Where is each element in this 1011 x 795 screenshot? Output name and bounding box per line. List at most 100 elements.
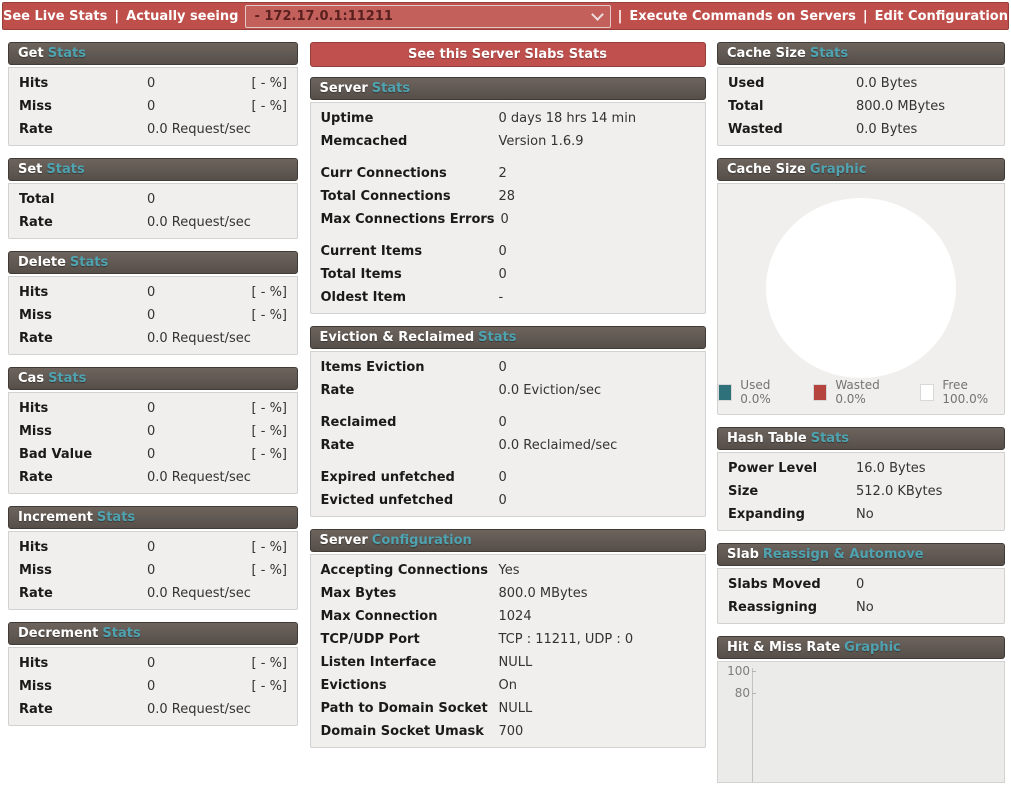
stat-label: Miss bbox=[19, 424, 52, 439]
panel-title-accent: Graphic bbox=[844, 640, 901, 655]
stat-label: Hits bbox=[19, 656, 49, 671]
stat-row: Oldest Item - bbox=[311, 286, 705, 309]
legend-label: Used 0.0% bbox=[740, 378, 771, 406]
panel-header: Eviction & Reclaimed Stats bbox=[309, 326, 706, 349]
pie-legend: Used 0.0% Wasted 0.0% Free 100.0% bbox=[718, 378, 1004, 406]
stat-row: Rate 0.0 Request/sec bbox=[9, 466, 297, 489]
stat-row: Slabs Moved 0 bbox=[718, 573, 1004, 596]
stat-value: 0.0 Bytes bbox=[856, 122, 918, 137]
panel-title: Eviction & Reclaimed bbox=[319, 330, 475, 345]
stat-value: 1024 bbox=[498, 609, 532, 624]
stat-row: Rate 0.0 Request/sec bbox=[9, 118, 297, 141]
panel-slab-reassign-automove: Slab Reassign & Automove Slabs Moved 0 Reass… bbox=[717, 543, 1005, 624]
y-axis-tick-mark bbox=[752, 692, 756, 694]
stat-value: 0 bbox=[147, 285, 156, 300]
panel-hash-table-stats: Hash Table Stats Power Level 16.0 Bytes Size… bbox=[717, 427, 1005, 531]
stat-value: 0 bbox=[147, 563, 156, 578]
main-content: Get Stats Hits 0[ - %] Miss 0[ - %] Rate 0.0 Re… bbox=[0, 42, 1011, 795]
stat-row: Items Eviction 0 bbox=[311, 356, 705, 379]
panel-header: Cache Size Graphic bbox=[717, 158, 1005, 181]
stat-row: Path to Domain Socket NULL bbox=[311, 697, 705, 720]
execute-commands-link[interactable]: Execute Commands on Servers bbox=[629, 8, 856, 24]
stat-value: 0 bbox=[500, 212, 509, 227]
stat-value: Version 1.6.9 bbox=[498, 134, 584, 149]
panel-get-stats: Get Stats Hits 0 [ - %] Miss 0 [ - %] Rate 0.0 Re… bbox=[8, 42, 298, 146]
stat-value: 0 bbox=[498, 267, 507, 282]
stat-value: 0 bbox=[856, 577, 865, 592]
panel-server-configuration: Server Configuration Accepting Connections… bbox=[309, 529, 706, 748]
legend-swatch bbox=[718, 383, 733, 401]
panel-title: Delete bbox=[18, 255, 66, 270]
panel-title-accent: Reassign & Automove bbox=[762, 547, 924, 562]
chevron-down-icon bbox=[590, 7, 604, 21]
stat-percent: [ - %] bbox=[251, 679, 287, 694]
stat-percent: [ - %] bbox=[251, 540, 287, 555]
panel-title: Get bbox=[18, 46, 44, 61]
stat-value: NULL bbox=[498, 701, 533, 716]
panel-body: Hits 0 [ - %] Miss 0 [ - %] Rate 0.0 Request/se… bbox=[8, 531, 298, 610]
stat-row: Evicted unfetched 0 bbox=[311, 489, 705, 512]
separator: | bbox=[862, 8, 868, 24]
stat-value: 800.0 MBytes bbox=[498, 586, 588, 601]
separator: | bbox=[114, 8, 120, 24]
stat-value: 0 bbox=[147, 308, 156, 323]
legend-item: Free 100.0% bbox=[920, 378, 1004, 406]
stat-label: Hits bbox=[19, 76, 49, 91]
panel-title-accent: Stats bbox=[810, 431, 850, 446]
stat-label: Max Bytes bbox=[320, 586, 397, 601]
stat-row: Rate 0.0 Request/sec bbox=[9, 582, 297, 605]
stat-row: Total Connections 28 bbox=[311, 185, 705, 208]
stat-label: Used bbox=[728, 76, 765, 91]
stat-percent: [ - %] bbox=[251, 424, 287, 439]
stat-percent: [ - %] bbox=[251, 76, 287, 91]
stat-row: Bad Value 0 [ - %] bbox=[9, 443, 297, 466]
see-server-slabs-stats-button[interactable]: See this Server Slabs Stats bbox=[309, 42, 706, 67]
stat-value: NULL bbox=[498, 655, 533, 670]
pie-chart-panel-body: Used 0.0% Wasted 0.0% Free 100.0% bbox=[717, 183, 1005, 415]
stat-label: Miss bbox=[19, 679, 52, 694]
panel-title-accent: Stats bbox=[46, 162, 85, 177]
stat-row: Miss 0 [ - %] bbox=[9, 559, 297, 582]
panel-set-stats: Set Stats Total 0 Rate 0.0 Request/sec bbox=[8, 158, 298, 239]
stat-label: Listen Interface bbox=[320, 655, 437, 670]
panel-title-accent: Configuration bbox=[371, 533, 472, 548]
stat-label: Rate bbox=[19, 586, 53, 601]
server-select-dropdown[interactable]: - 172.17.0.1:11211 bbox=[245, 4, 611, 28]
panel-title: Server bbox=[319, 81, 368, 96]
panel-body: Used 0.0 Bytes Total 800.0 MBytes Wasted 0.0 … bbox=[717, 67, 1005, 146]
panel-title-accent: Stats bbox=[47, 46, 87, 61]
panel-title: Cache Size bbox=[727, 46, 806, 61]
stat-row: Max Connection 1024 bbox=[311, 605, 705, 628]
stat-value: On bbox=[498, 678, 517, 693]
stat-label: Expanding bbox=[728, 507, 805, 522]
panel-title: Decrement bbox=[18, 626, 99, 641]
stat-row: Memcached Version 1.6.9 bbox=[311, 130, 705, 153]
panel-body: Hits 0 [ - %] Miss 0 [ - %] Rate 0.0 Request/se… bbox=[8, 276, 298, 355]
stat-value: 0.0 Request/sec bbox=[147, 215, 251, 230]
panel-header: Decrement Stats bbox=[8, 622, 298, 645]
panel-title: Server bbox=[319, 533, 368, 548]
stat-row: Hits 0 [ - %] bbox=[9, 281, 297, 304]
stat-label: Rate bbox=[19, 470, 53, 485]
stat-value: 0.0 Eviction/sec bbox=[498, 383, 602, 398]
stat-label: Hits bbox=[19, 540, 49, 555]
stat-value: No bbox=[856, 507, 874, 522]
y-axis-tick: 80 bbox=[718, 686, 756, 700]
panel-title: Slab bbox=[727, 547, 759, 562]
panel-header: Cas Stats bbox=[8, 367, 298, 390]
stat-row: Listen Interface NULL bbox=[311, 651, 705, 674]
stat-label: Path to Domain Socket bbox=[320, 701, 488, 716]
edit-configuration-link[interactable]: Edit Configuration bbox=[874, 8, 1008, 24]
panel-cache-size-stats: Cache Size Stats Used 0.0 Bytes Total 800.0 M… bbox=[717, 42, 1005, 146]
stat-value: 0 bbox=[147, 679, 156, 694]
see-live-stats-link[interactable]: See Live Stats bbox=[3, 8, 108, 24]
panel-title: Increment bbox=[18, 510, 93, 525]
stat-value: No bbox=[856, 600, 874, 615]
stat-value: 0 days 18 hrs 14 min bbox=[498, 111, 637, 126]
stat-percent: [ - %] bbox=[251, 447, 287, 462]
stat-row: Used 0.0 Bytes bbox=[718, 72, 1004, 95]
stat-row: Expanding No bbox=[718, 503, 1004, 526]
panel-cache-size-graphic: Cache Size Graphic Used 0.0% Wasted 0.0% Fre… bbox=[717, 158, 1005, 415]
stat-label: Current Items bbox=[320, 244, 423, 259]
separator: | bbox=[617, 8, 623, 24]
